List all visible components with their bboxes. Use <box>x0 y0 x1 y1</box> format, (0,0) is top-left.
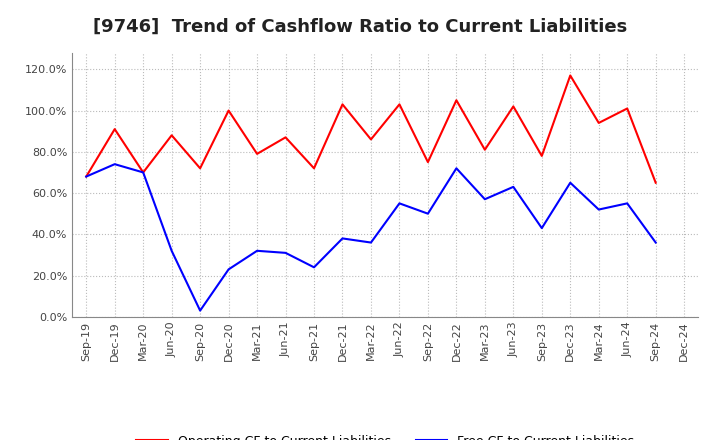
Operating CF to Current Liabilities <box>282 135 290 140</box>
Operating CF to Current Liabilities <box>452 98 461 103</box>
Free CF to Current Liabilities <box>480 197 489 202</box>
Text: [9746]  Trend of Cashflow Ratio to Current Liabilities: [9746] Trend of Cashflow Ratio to Curren… <box>93 18 627 36</box>
Operating CF to Current Liabilities <box>623 106 631 111</box>
Operating CF to Current Liabilities <box>480 147 489 152</box>
Operating CF to Current Liabilities <box>566 73 575 78</box>
Free CF to Current Liabilities <box>509 184 518 190</box>
Free CF to Current Liabilities <box>423 211 432 216</box>
Free CF to Current Liabilities <box>282 250 290 256</box>
Operating CF to Current Liabilities <box>652 180 660 185</box>
Operating CF to Current Liabilities <box>423 159 432 165</box>
Free CF to Current Liabilities <box>110 161 119 167</box>
Free CF to Current Liabilities <box>82 174 91 179</box>
Operating CF to Current Liabilities <box>167 132 176 138</box>
Free CF to Current Liabilities <box>310 264 318 270</box>
Operating CF to Current Liabilities <box>395 102 404 107</box>
Operating CF to Current Liabilities <box>310 165 318 171</box>
Free CF to Current Liabilities <box>253 248 261 253</box>
Free CF to Current Liabilities <box>167 248 176 253</box>
Free CF to Current Liabilities <box>196 308 204 313</box>
Operating CF to Current Liabilities <box>139 170 148 175</box>
Operating CF to Current Liabilities <box>366 137 375 142</box>
Operating CF to Current Liabilities <box>82 174 91 179</box>
Operating CF to Current Liabilities <box>595 120 603 125</box>
Free CF to Current Liabilities <box>623 201 631 206</box>
Free CF to Current Liabilities <box>139 170 148 175</box>
Operating CF to Current Liabilities <box>196 165 204 171</box>
Free CF to Current Liabilities <box>566 180 575 185</box>
Free CF to Current Liabilities <box>395 201 404 206</box>
Operating CF to Current Liabilities <box>253 151 261 157</box>
Free CF to Current Liabilities <box>338 236 347 241</box>
Free CF to Current Liabilities <box>225 267 233 272</box>
Operating CF to Current Liabilities <box>225 108 233 113</box>
Operating CF to Current Liabilities <box>110 126 119 132</box>
Free CF to Current Liabilities <box>366 240 375 245</box>
Free CF to Current Liabilities <box>652 240 660 245</box>
Line: Free CF to Current Liabilities: Free CF to Current Liabilities <box>86 164 656 311</box>
Legend: Operating CF to Current Liabilities, Free CF to Current Liabilities: Operating CF to Current Liabilities, Fre… <box>136 435 634 440</box>
Free CF to Current Liabilities <box>537 225 546 231</box>
Operating CF to Current Liabilities <box>338 102 347 107</box>
Line: Operating CF to Current Liabilities: Operating CF to Current Liabilities <box>86 76 656 183</box>
Operating CF to Current Liabilities <box>537 153 546 158</box>
Operating CF to Current Liabilities <box>509 104 518 109</box>
Free CF to Current Liabilities <box>452 165 461 171</box>
Free CF to Current Liabilities <box>595 207 603 212</box>
